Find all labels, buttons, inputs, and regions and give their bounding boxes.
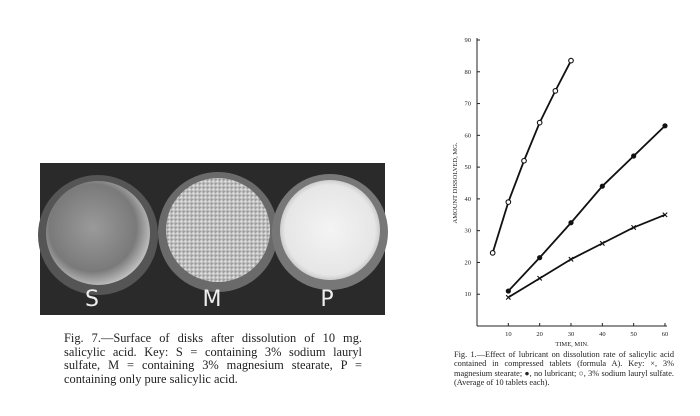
series-line: [507, 213, 666, 299]
y-tick-label: 10: [465, 291, 472, 298]
y-tick-label: 70: [465, 101, 472, 108]
marker: [568, 57, 574, 64]
x-axis-label: TIME, MIN.: [555, 341, 589, 348]
x-tick-label: 40: [599, 331, 606, 338]
x-tick-label: 20: [536, 331, 543, 338]
figure-caption: Fig. 7.—Surface of disks after dissoluti…: [64, 331, 362, 386]
y-tick-label: 60: [465, 132, 472, 139]
marker: [662, 123, 668, 129]
x-tick-label: 30: [568, 331, 575, 338]
disk-label: M: [203, 287, 222, 312]
marker: [505, 288, 511, 294]
x-tick-label: 60: [662, 331, 669, 338]
y-tick-label: 90: [465, 37, 472, 44]
series-line: [507, 125, 666, 292]
x-tick-label: 10: [505, 331, 512, 338]
marker: [505, 199, 512, 205]
y-tick-label: 30: [465, 228, 472, 235]
marker: [552, 87, 559, 94]
marker: [662, 212, 668, 218]
y-tick-label: 40: [465, 196, 472, 203]
marker: [537, 275, 543, 281]
figure-caption: Fig. 1.—Effect of lubricant on dissoluti…: [454, 350, 674, 388]
disk-label: S: [85, 287, 99, 312]
disk: [166, 178, 270, 282]
x-tick-label: 50: [630, 331, 637, 338]
marker: [568, 220, 574, 226]
marker: [631, 224, 637, 231]
marker: [631, 153, 637, 159]
disk-label: P: [320, 287, 333, 312]
marker: [537, 255, 543, 261]
marker: [505, 294, 511, 300]
marker: [521, 157, 527, 164]
y-tick-label: 20: [465, 259, 472, 266]
disk: [280, 180, 380, 280]
marker: [568, 256, 574, 262]
marker: [489, 250, 496, 256]
y-axis-label: AMOUNT DISSOLVED, MG.: [452, 142, 459, 223]
y-tick-label: 80: [465, 69, 472, 76]
marker: [599, 183, 605, 189]
marker: [536, 119, 543, 126]
y-tick-label: 50: [465, 164, 472, 171]
disk: [46, 181, 150, 285]
marker: [599, 240, 605, 246]
chart: AMOUNT DISSOLVED, MG. TIME, MIN. 10 20 30 4…: [452, 37, 668, 348]
series-line: [491, 60, 572, 254]
